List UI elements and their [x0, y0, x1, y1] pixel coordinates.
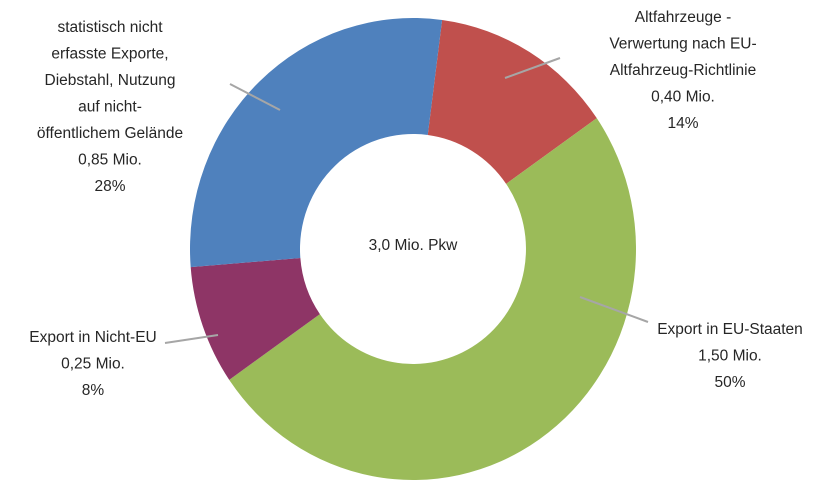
category-label: auf nicht- — [78, 99, 142, 116]
category-label: Diebstahl, Nutzung — [45, 72, 176, 89]
category-label: erfasste Exporte, — [51, 46, 168, 63]
center-label: 3,0 Mio. Pkw — [369, 237, 459, 254]
slice — [427, 19, 597, 184]
slice — [229, 118, 637, 480]
slice — [190, 258, 320, 380]
leader-line — [579, 296, 649, 323]
category-label: Verwertung nach EU- — [609, 36, 756, 53]
value-label: 0,85 Mio. — [78, 152, 142, 169]
percent-label: 8% — [82, 382, 105, 399]
category-label: Altfahrzeug-Richtlinie — [610, 62, 756, 79]
percent-label: 14% — [667, 115, 698, 132]
percent-label: 28% — [94, 178, 125, 195]
leader-line — [229, 83, 281, 111]
leader-line — [164, 334, 219, 344]
leader-line — [504, 57, 561, 79]
category-label: statistisch nicht — [57, 19, 163, 36]
value-label: 0,40 Mio. — [651, 89, 715, 106]
category-label: Export in EU-Staaten — [657, 321, 803, 338]
slice — [190, 18, 443, 268]
category-label: Export in Nicht-EU — [29, 329, 156, 346]
category-label: öffentlichem Gelände — [37, 125, 183, 142]
category-label: Altfahrzeuge - — [635, 9, 732, 26]
value-label: 1,50 Mio. — [698, 348, 762, 365]
percent-label: 50% — [714, 374, 745, 391]
value-label: 0,25 Mio. — [61, 356, 125, 373]
